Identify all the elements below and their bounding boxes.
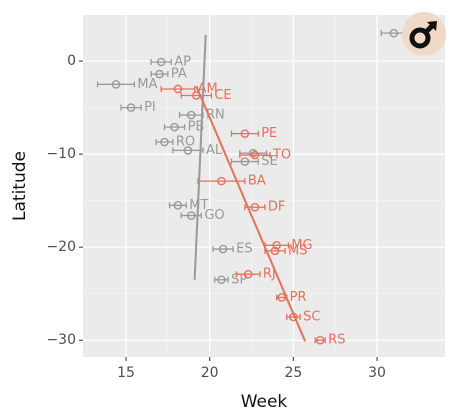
point-label: ES [236,242,252,257]
point-label: PI [144,100,156,115]
point-label: AP [174,54,191,69]
point-label: PE [261,126,277,141]
grid [83,15,445,357]
error-bar [239,152,271,159]
point [277,293,286,302]
x-axis-label: Week [241,392,288,412]
x-tick-label: 20 [201,365,219,381]
icon [402,12,446,56]
error-bar [286,313,301,320]
point-label: TO [272,148,291,163]
point [250,150,260,160]
error-bar [212,246,234,253]
point [315,335,325,345]
x-tick-label: 15 [117,365,135,381]
point-label: DF [268,200,286,215]
error-bar [168,202,187,209]
x-tick-label: 30 [368,365,386,381]
point [186,110,196,120]
y-tick-label: −20 [46,239,76,255]
point-label: BA [248,174,266,189]
point [170,122,179,132]
panel [83,15,445,357]
error-bar [150,58,172,65]
error-bar [214,276,229,283]
y-axis-label: Latitude [10,151,30,221]
point-label: RJ [263,267,276,282]
point [111,80,121,89]
point-label: GO [204,208,224,223]
point [272,241,281,250]
point [160,137,169,147]
point [389,28,399,38]
y-tick-label: −10 [46,146,76,162]
error-bar [230,158,259,165]
error-bar [172,147,204,154]
point-label: SC [303,309,320,324]
point-label: AL [206,143,223,158]
point-label: MS [288,243,307,258]
error-bar [160,85,196,92]
point [270,246,280,256]
error-bar [180,92,213,99]
error-bar [163,124,186,131]
point [248,148,258,158]
point-label: RO [176,135,195,150]
point-label: SP [231,272,247,287]
point-label: PB [188,120,205,135]
point [217,176,226,186]
error-bar [230,130,259,137]
point [155,69,164,79]
point-label: MG [291,238,312,253]
point [250,202,260,212]
point-label: PR [290,290,307,305]
error-bar [155,139,174,146]
point [173,84,183,94]
error-bar [150,71,169,78]
point [243,269,253,279]
fit-line [195,85,307,342]
point-label: SE [261,154,277,169]
x-tick-label: 25 [284,365,302,381]
y-tick-label: −30 [46,332,76,348]
error-bar [120,104,142,111]
point [173,201,183,210]
point-label: PA [171,67,187,82]
point [156,57,166,67]
point [186,211,196,220]
point-label: CE [214,88,231,103]
point-label: RS [328,333,345,348]
point [240,129,250,138]
fit-line [193,34,207,280]
point [240,157,250,166]
point [218,244,228,254]
point [183,146,193,155]
y-tick-label: 0 [67,53,76,69]
point [217,275,226,285]
point [126,103,136,112]
error-bar [96,81,136,88]
error-bar [235,271,261,278]
point-label: MA [137,77,157,92]
